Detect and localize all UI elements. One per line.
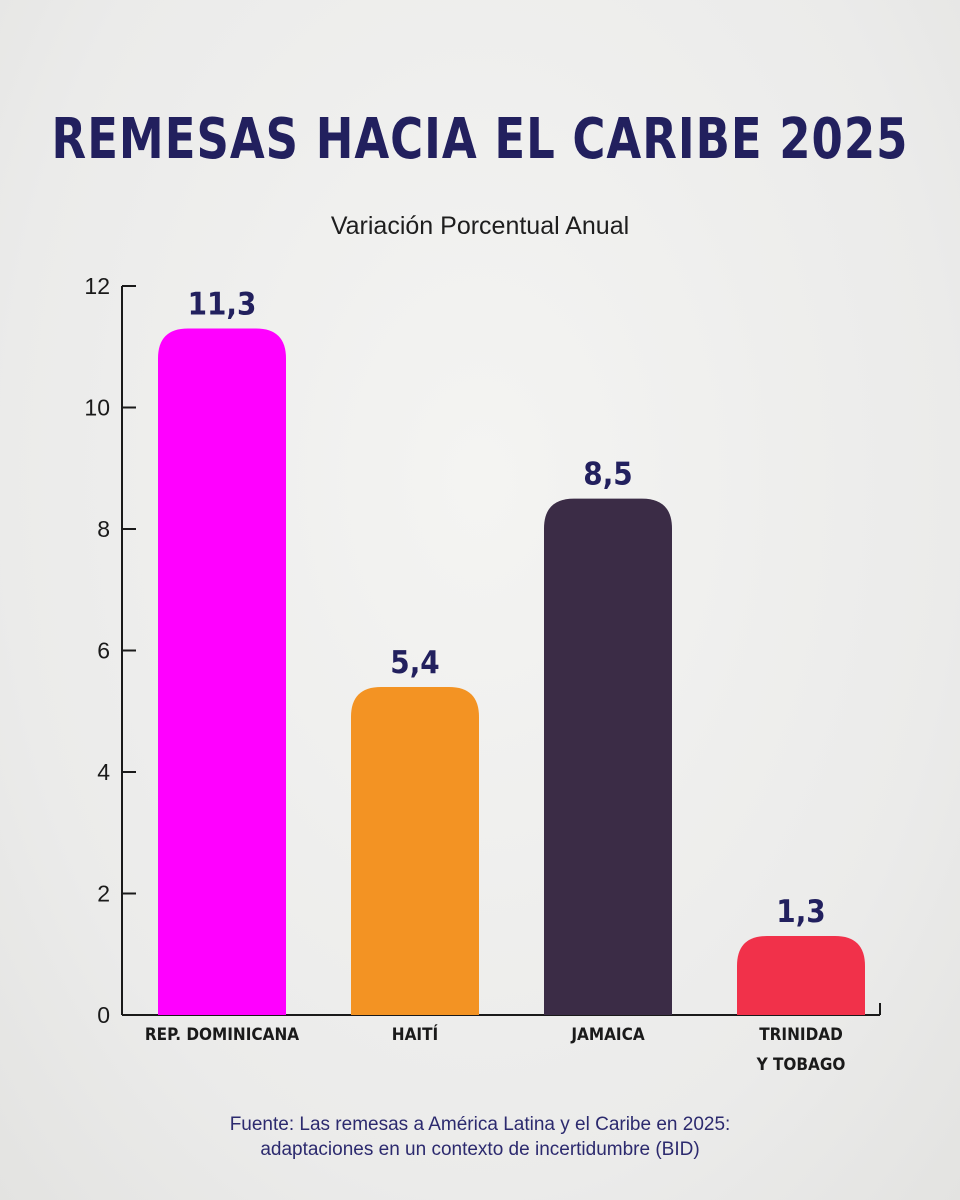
value-label: 1,3 [776, 894, 825, 930]
x-tick-label: REP. DOMINICANA [145, 1025, 299, 1045]
source-note: Fuente: Las remesas a América Latina y e… [0, 1112, 960, 1162]
bar-chart: 0 2 4 6 8 10 12 11,3 REP. DOMINICANA 5,4 HAITÍ 8,5… [84, 273, 881, 1075]
y-tick-label: 12 [84, 273, 110, 299]
chart-labels: 11,3 REP. DOMINICANA 5,4 HAITÍ 8,5 JAMAICA 1,3… [145, 287, 846, 1075]
source-line-2: adaptaciones en un contexto de incertidu… [260, 1139, 700, 1160]
chart-title: REMESAS HACIA EL CARIBE 2025 [51, 106, 909, 172]
y-tick-label: 10 [84, 395, 110, 421]
bar [158, 328, 286, 1015]
y-tick-label: 2 [97, 881, 110, 907]
bar [544, 498, 672, 1015]
y-tick-label: 0 [97, 1002, 110, 1028]
chart-axes: 0 2 4 6 8 10 12 [84, 273, 881, 1028]
bar [737, 936, 865, 1015]
x-tick-label: HAITÍ [392, 1023, 439, 1045]
chart-bars [158, 328, 865, 1015]
x-tick-label: JAMAICA [570, 1025, 644, 1045]
value-label: 5,4 [390, 645, 439, 681]
x-tick-label: Y TOBAGO [756, 1055, 846, 1075]
x-tick-label: TRINIDAD [759, 1025, 843, 1045]
y-tick-label: 8 [97, 516, 110, 542]
value-label: 8,5 [583, 457, 632, 493]
y-tick-label: 6 [97, 638, 110, 664]
source-line-1: Fuente: Las remesas a América Latina y e… [229, 1114, 731, 1135]
y-tick-label: 4 [97, 759, 110, 785]
bar [351, 686, 479, 1015]
value-label: 11,3 [188, 287, 257, 323]
chart-subtitle: Variación Porcentual Anual [330, 212, 630, 240]
